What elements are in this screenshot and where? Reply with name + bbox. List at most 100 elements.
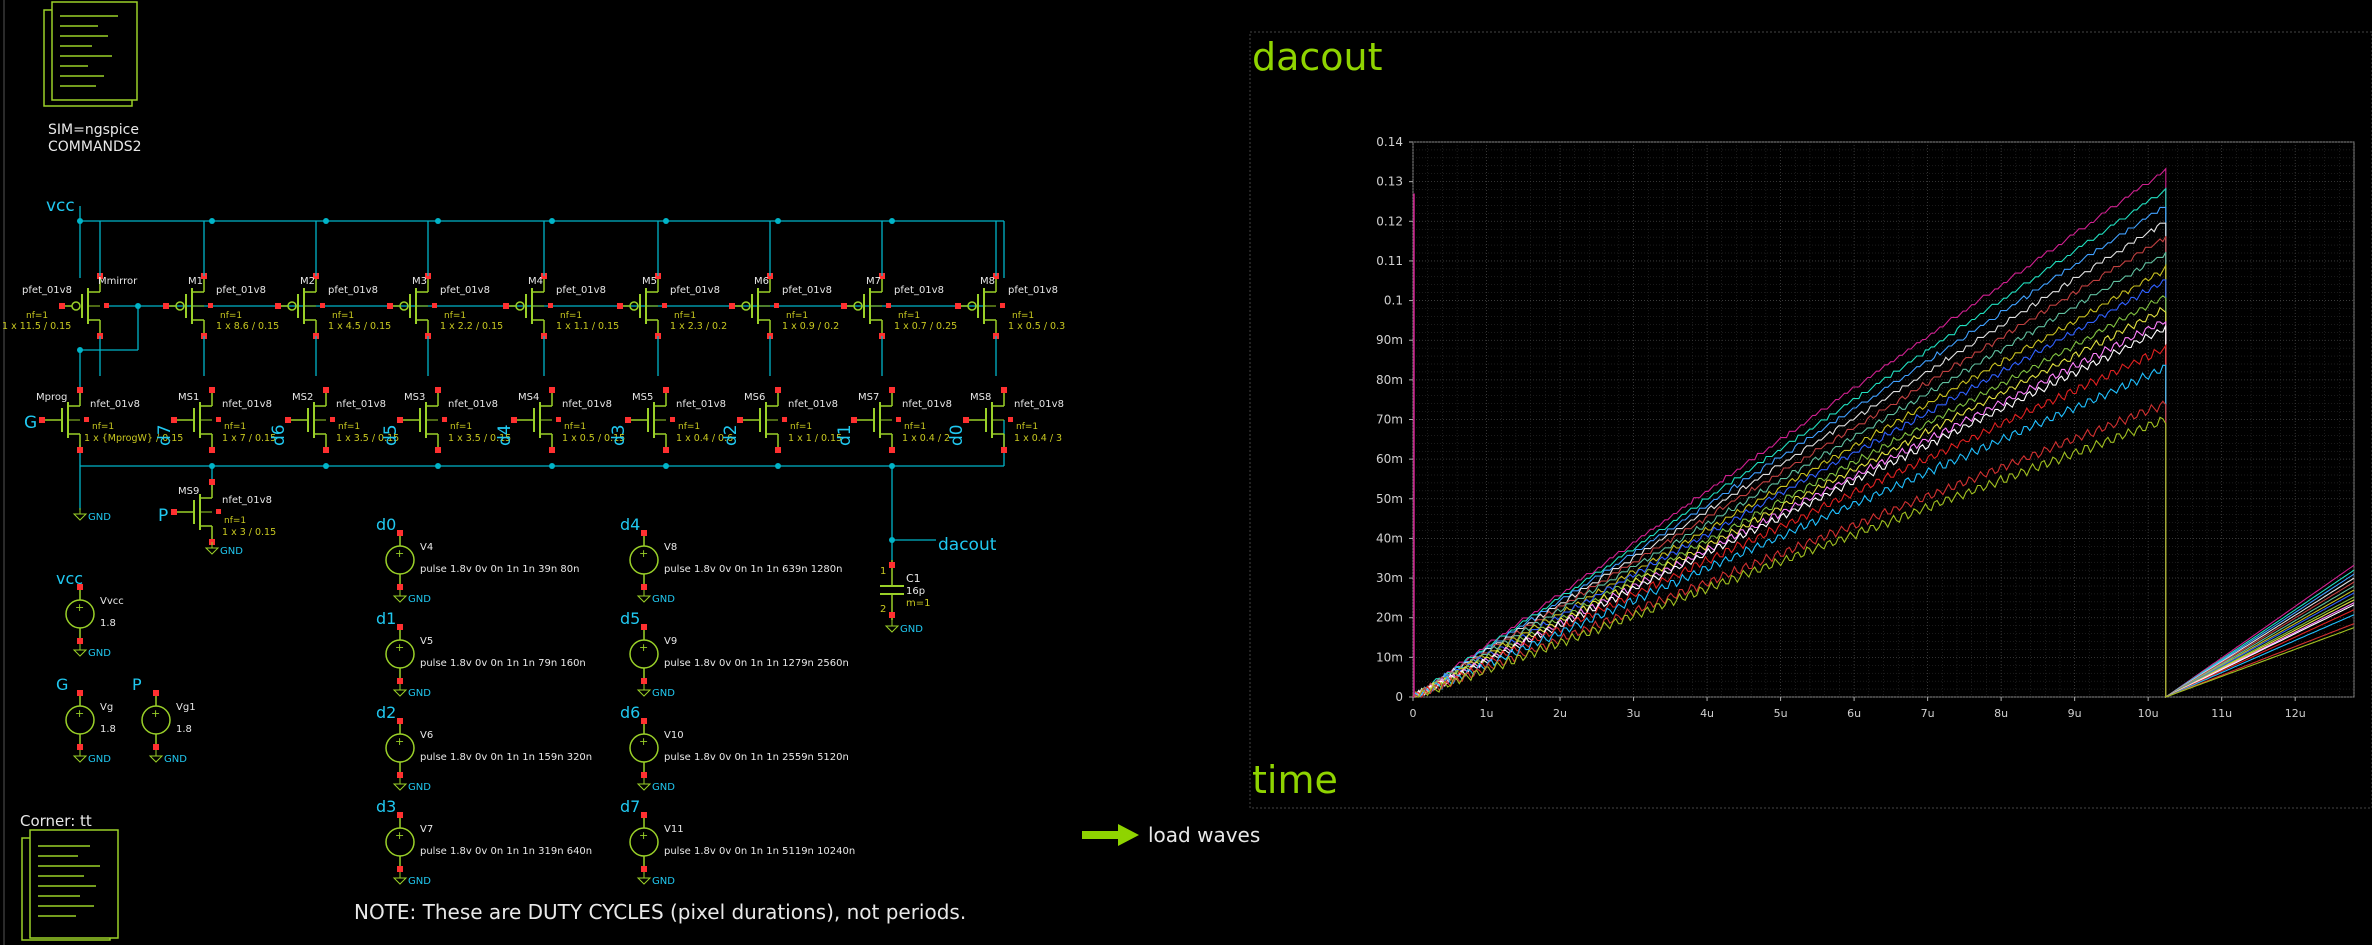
device-model: pfet_01v8 xyxy=(22,285,72,296)
device-size: 1 x 0.5 / 0.3 xyxy=(1008,321,1065,332)
y-tick-label: 30m xyxy=(1376,571,1403,585)
waveform-graph[interactable]: dacout time 0 10m 20m 30m 40m 50m 60m 70m 80m 90m… xyxy=(1249,31,2372,809)
gnd-symbol xyxy=(72,508,88,521)
gnd-label: GND xyxy=(88,754,111,765)
net-label-g: G xyxy=(24,413,37,433)
source-name: V4 xyxy=(420,542,433,553)
nmos-1[interactable] xyxy=(171,387,221,453)
device-name: M7 xyxy=(866,276,881,287)
voltage-source[interactable]: + xyxy=(629,530,659,590)
device-size: 1 x 11.5 / 0.15 xyxy=(2,321,71,332)
nmos-6[interactable] xyxy=(737,387,787,453)
gate-net-label: d6 xyxy=(269,424,289,446)
net-label: d2 xyxy=(376,703,396,722)
voltage-source[interactable]: + xyxy=(65,690,95,750)
device-size: 1 x 2.3 / 0.2 xyxy=(670,321,727,332)
gnd-label: GND xyxy=(652,782,675,793)
gate-net-label: d5 xyxy=(381,424,401,446)
y-tick-label: 50m xyxy=(1376,492,1403,506)
nmos-4[interactable] xyxy=(511,387,561,453)
pmos-4[interactable] xyxy=(503,273,553,339)
voltage-source[interactable]: + xyxy=(629,718,659,778)
device-nf: nf=1 xyxy=(674,311,696,321)
trace-s14 xyxy=(1412,364,2355,698)
voltage-source[interactable]: + xyxy=(65,584,95,644)
nmos-2[interactable] xyxy=(285,387,335,453)
y-tick-label: 0 xyxy=(1395,690,1403,704)
device-nf: nf=1 xyxy=(92,422,114,432)
voltage-source[interactable]: + xyxy=(629,624,659,684)
gnd-label: GND xyxy=(164,754,187,765)
gnd-label: GND xyxy=(88,512,111,523)
corner-icon[interactable] xyxy=(21,829,119,941)
voltage-source[interactable]: + xyxy=(385,624,415,684)
gate-net-label: d4 xyxy=(495,424,515,446)
gate-net-label: d1 xyxy=(835,424,855,446)
commands-icon[interactable] xyxy=(43,1,138,107)
device-nf: nf=1 xyxy=(450,422,472,432)
y-tick-label: 0.14 xyxy=(1376,135,1403,149)
source-value: pulse 1.8v 0v 0n 1n 1n 1279n 2560n xyxy=(664,658,849,669)
plus-icon: + xyxy=(395,735,404,748)
voltage-source[interactable]: + xyxy=(385,530,415,590)
source-value: pulse 1.8v 0v 0n 1n 1n 159n 320n xyxy=(420,752,592,763)
sources: + vcc Vvcc 1.8 GND + G Vg 1.8 GND + P Vg1 1.8 GND + d0 V4… xyxy=(56,515,855,887)
device-model: pfet_01v8 xyxy=(1008,285,1058,296)
nmos-0[interactable] xyxy=(39,387,89,453)
nmos-5[interactable] xyxy=(625,387,675,453)
gate-net-label: d0 xyxy=(947,424,967,446)
y-tick-label: 80m xyxy=(1376,373,1403,387)
y-tick-label: 0.1 xyxy=(1384,294,1403,308)
gnd-symbol xyxy=(392,590,408,603)
y-tick-label: 0.11 xyxy=(1376,254,1403,268)
device-nf: nf=1 xyxy=(338,422,360,432)
source-value: 1.8 xyxy=(100,724,116,735)
source-name: V5 xyxy=(420,636,433,647)
device-size: 1 x {MprogW} / 0.15 xyxy=(84,433,183,444)
nmos-7[interactable] xyxy=(851,387,901,453)
device-size: 1 x 0.4 / 2 xyxy=(902,433,950,444)
device-nf: nf=1 xyxy=(332,311,354,321)
plus-icon: + xyxy=(395,641,404,654)
device-model: nfet_01v8 xyxy=(676,399,726,410)
wires xyxy=(79,206,1005,560)
pmos-2[interactable] xyxy=(275,273,325,339)
cap-value: 16p xyxy=(906,586,925,597)
junctions xyxy=(77,218,895,543)
device-model: nfet_01v8 xyxy=(1014,399,1064,410)
device-model: nfet_01v8 xyxy=(902,399,952,410)
device-model: nfet_01v8 xyxy=(222,399,272,410)
gnd-symbol xyxy=(636,590,652,603)
capacitor-c1[interactable]: 1 2 C1 16p m=1 GND xyxy=(880,560,930,635)
device-name: MS2 xyxy=(292,392,313,403)
device-size: 1 x 8.6 / 0.15 xyxy=(216,321,279,332)
x-tick-label: 11u xyxy=(2211,707,2232,720)
source-value: pulse 1.8v 0v 0n 1n 1n 319n 640n xyxy=(420,846,592,857)
gnd-label: GND xyxy=(408,876,431,887)
device-nf: nf=1 xyxy=(898,311,920,321)
gate-net-label: d2 xyxy=(721,424,741,446)
voltage-source[interactable]: + xyxy=(629,812,659,872)
source-name: V11 xyxy=(664,824,684,835)
gnd-symbol xyxy=(636,872,652,885)
device-model: pfet_01v8 xyxy=(216,285,266,296)
plus-icon: + xyxy=(75,601,84,614)
gnd-symbol xyxy=(392,778,408,791)
device-nf: nf=1 xyxy=(786,311,808,321)
voltage-source[interactable]: + xyxy=(385,718,415,778)
device-name: Mmirror xyxy=(98,276,138,287)
nmos-8[interactable] xyxy=(963,387,1013,453)
gnd-label: GND xyxy=(408,688,431,699)
load-waves-button[interactable]: load waves xyxy=(1082,820,1260,850)
plus-icon: + xyxy=(151,707,160,720)
device-name: MS9 xyxy=(178,486,199,497)
gnd-symbol xyxy=(72,750,88,763)
device-model: nfet_01v8 xyxy=(336,399,386,410)
voltage-source[interactable]: + xyxy=(385,812,415,872)
voltage-source[interactable]: + xyxy=(141,690,171,750)
net-label: vcc xyxy=(56,569,83,588)
nmos-3[interactable] xyxy=(397,387,447,453)
device-name: M2 xyxy=(300,276,315,287)
device-name: MS6 xyxy=(744,392,765,403)
